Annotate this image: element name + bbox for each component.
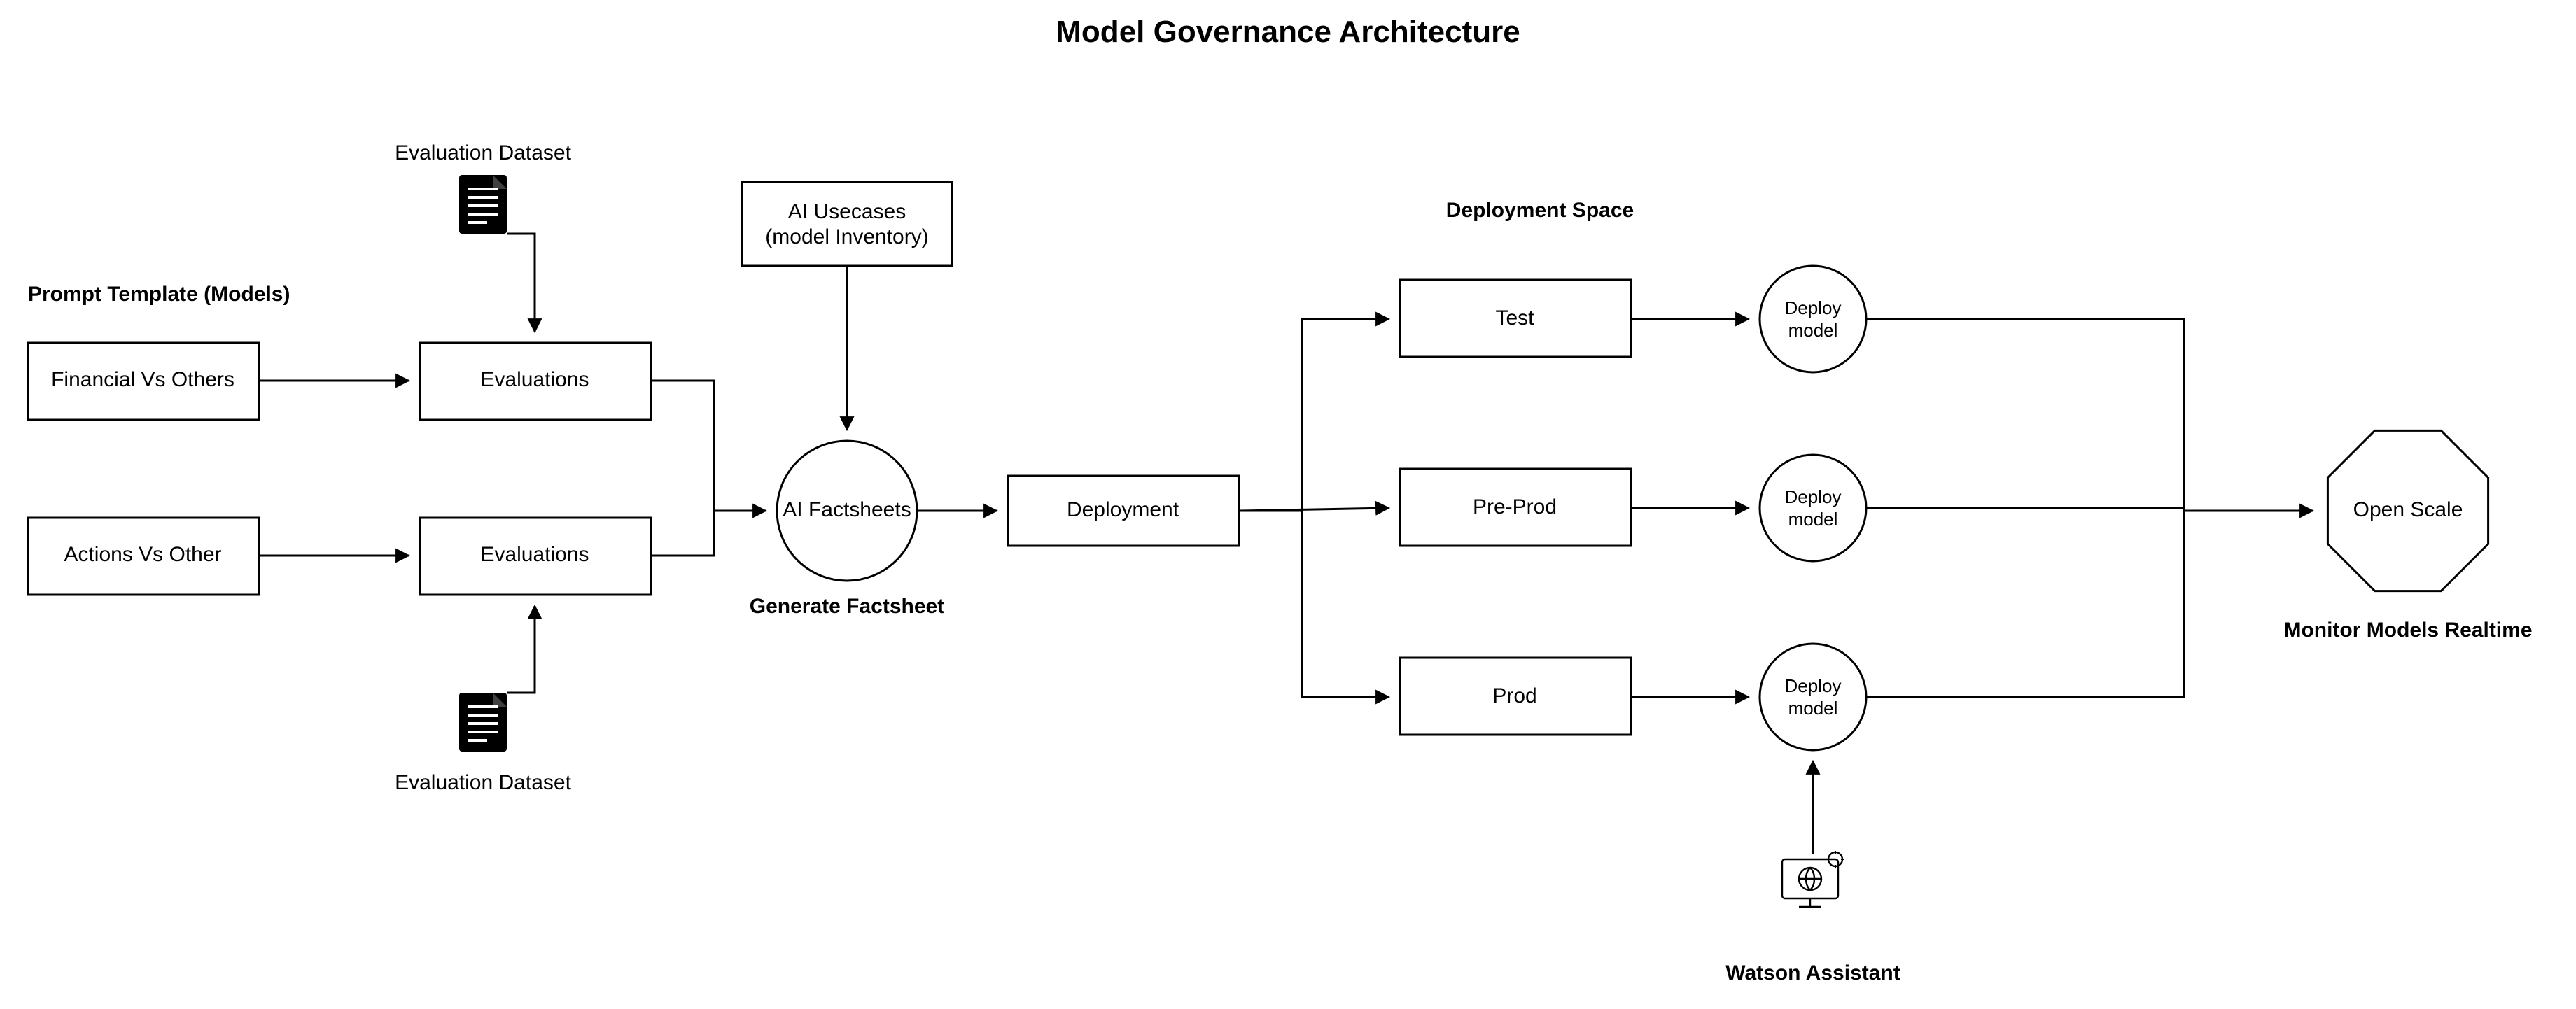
edge-e3_docTop_to_evalTop: [507, 234, 535, 332]
heading-prompt-template: Prompt Template (Models): [28, 283, 290, 306]
node-prod: Prod: [1400, 658, 1631, 735]
node-preprod: Pre-Prod: [1400, 469, 1631, 546]
node-ai-usecases: AI Usecases (model Inventory): [742, 182, 952, 266]
node-test: Test: [1400, 280, 1631, 357]
edge-e17_dprod_out: [1866, 511, 2184, 697]
svg-text:(model Inventory): (model Inventory): [765, 225, 928, 248]
heading-watson-assistant: Watson Assistant: [1726, 961, 1900, 985]
node-deploy-prod: Deploy model: [1760, 644, 1866, 750]
svg-text:Pre-Prod: Pre-Prod: [1473, 495, 1557, 518]
edge-e15_dtest_out: [1866, 319, 2184, 511]
architecture-diagram: Model Governance Architecture Prompt Tem…: [0, 0, 2576, 1009]
node-openscale: Open Scale: [2328, 430, 2488, 591]
svg-text:Deploy: Deploy: [1785, 675, 1842, 696]
svg-text:Deployment: Deployment: [1067, 498, 1180, 521]
svg-text:Actions Vs Other: Actions Vs Other: [64, 543, 221, 566]
heading-generate-factsheet: Generate Factsheet: [750, 595, 944, 618]
monitor-globe-icon: [1782, 851, 1844, 907]
document-icon: [459, 175, 507, 234]
edge-e11_deploy_to_prod: [1239, 511, 1389, 697]
svg-text:Evaluations: Evaluations: [480, 543, 589, 566]
node-evaluations-bottom: Evaluations: [420, 518, 651, 595]
document-icon: [459, 693, 507, 752]
node-deployment: Deployment: [1008, 476, 1239, 546]
node-deploy-test: Deploy model: [1760, 266, 1866, 372]
node-evaluations-top: Evaluations: [420, 343, 651, 420]
svg-text:Prod: Prod: [1492, 684, 1536, 707]
svg-text:Open Scale: Open Scale: [2353, 498, 2463, 521]
svg-text:Financial Vs Others: Financial Vs Others: [51, 368, 234, 391]
label-eval-dataset-bottom: Evaluation Dataset: [395, 771, 571, 794]
node-ai-factsheets: AI Factsheets: [777, 441, 917, 581]
svg-text:Deploy: Deploy: [1785, 297, 1842, 318]
svg-text:AI Usecases: AI Usecases: [788, 200, 906, 223]
node-deploy-preprod: Deploy model: [1760, 455, 1866, 561]
heading-deployment-space: Deployment Space: [1446, 199, 1634, 222]
svg-text:model: model: [1788, 320, 1838, 341]
svg-text:Deploy: Deploy: [1785, 486, 1842, 507]
svg-text:model: model: [1788, 698, 1838, 719]
edge-e5_evalTop_out: [651, 381, 766, 511]
diagram-title: Model Governance Architecture: [1056, 15, 1520, 49]
edge-e6_evalBot_out: [651, 511, 714, 556]
edge-e9_deploy_to_test: [1239, 319, 1389, 511]
label-eval-dataset-top: Evaluation Dataset: [395, 141, 571, 164]
heading-monitor-realtime: Monitor Models Realtime: [2283, 619, 2532, 642]
svg-text:model: model: [1788, 509, 1838, 530]
svg-text:Evaluations: Evaluations: [480, 368, 589, 391]
svg-text:Test: Test: [1495, 306, 1534, 330]
node-actions: Actions Vs Other: [28, 518, 259, 595]
edge-e4_docBot_to_evalBot: [507, 606, 535, 693]
svg-text:AI Factsheets: AI Factsheets: [783, 498, 911, 521]
node-financial: Financial Vs Others: [28, 343, 259, 420]
